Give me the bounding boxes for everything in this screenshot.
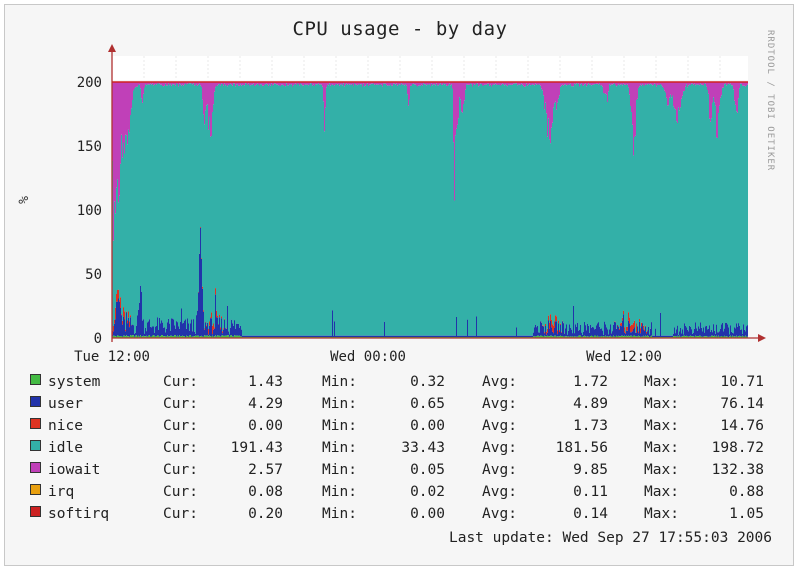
y-tick-label: 100 — [77, 203, 102, 219]
legend-min-value: 0.00 — [410, 506, 445, 522]
legend-avg-value: 0.11 — [573, 484, 608, 500]
legend-min-label: Min: — [322, 462, 357, 478]
legend-cur-value: 2.57 — [248, 462, 283, 478]
legend-cur-value: 1.43 — [248, 374, 283, 390]
legend-min-label: Min: — [322, 396, 357, 412]
series-system-area — [112, 335, 748, 338]
legend-row-softirq: softirq Cur: 0.20 Min: 0.00 Avg: 0.14 Max: 1.05 — [30, 506, 775, 528]
y-axis-arrow — [108, 44, 116, 52]
legend-max-label: Max: — [644, 418, 679, 434]
legend-max-label: Max: — [644, 374, 679, 390]
legend-cur-label: Cur: — [163, 418, 198, 434]
y-tick-label: 200 — [77, 75, 102, 91]
legend-swatch — [30, 418, 41, 429]
legend-avg-label: Avg: — [482, 396, 517, 412]
legend-min-value: 0.02 — [410, 484, 445, 500]
legend-row-iowait: iowait Cur: 2.57 Min: 0.05 Avg: 9.85 Max: 132.38 — [30, 462, 775, 484]
legend-avg-value: 181.56 — [555, 440, 608, 456]
legend-max-value: 1.05 — [729, 506, 764, 522]
y-tick-label: 50 — [85, 267, 102, 283]
legend-avg-label: Avg: — [482, 506, 517, 522]
legend-swatch — [30, 462, 41, 473]
legend-row-user: user Cur: 4.29 Min: 0.65 Avg: 4.89 Max: 76.14 — [30, 396, 775, 418]
legend-row-irq: irq Cur: 0.08 Min: 0.02 Avg: 0.11 Max: 0.88 — [30, 484, 775, 506]
legend-cur-label: Cur: — [163, 462, 198, 478]
series-idle-area — [112, 83, 748, 336]
legend-avg-label: Avg: — [482, 374, 517, 390]
legend-row-idle: idle Cur: 191.43 Min: 33.43 Avg: 181.56 Max: 198… — [30, 440, 775, 462]
legend-cur-value: 191.43 — [230, 440, 283, 456]
legend-avg-label: Avg: — [482, 418, 517, 434]
legend-max-label: Max: — [644, 396, 679, 412]
y-axis-label: % — [17, 196, 32, 204]
legend-cur-value: 0.00 — [248, 418, 283, 434]
legend-cur-label: Cur: — [163, 440, 198, 456]
y-tick-label: 0 — [94, 331, 102, 347]
legend-cur-label: Cur: — [163, 396, 198, 412]
series-user-area — [112, 227, 748, 337]
legend-min-value: 0.00 — [410, 418, 445, 434]
legend-min-label: Min: — [322, 440, 357, 456]
legend-series-name: nice — [48, 418, 83, 434]
legend-series-name: user — [48, 396, 83, 412]
legend-series-name: system — [48, 374, 101, 390]
legend-cur-value: 0.20 — [248, 506, 283, 522]
legend-max-value: 76.14 — [720, 396, 764, 412]
x-tick-label: Wed 12:00 — [586, 349, 662, 365]
legend-swatch — [30, 396, 41, 407]
legend-max-value: 10.71 — [720, 374, 764, 390]
legend-row-nice: nice Cur: 0.00 Min: 0.00 Avg: 1.73 Max: 14.76 — [30, 418, 775, 440]
legend-min-label: Min: — [322, 506, 357, 522]
legend-cur-label: Cur: — [163, 484, 198, 500]
legend-min-value: 33.43 — [401, 440, 445, 456]
legend-cur-value: 0.08 — [248, 484, 283, 500]
legend-max-value: 0.88 — [729, 484, 764, 500]
legend-avg-value: 1.72 — [573, 374, 608, 390]
legend-series-name: iowait — [48, 462, 101, 478]
legend-max-value: 14.76 — [720, 418, 764, 434]
legend-min-value: 0.05 — [410, 462, 445, 478]
legend-swatch — [30, 440, 41, 451]
legend-swatch — [30, 374, 41, 385]
x-axis-arrow — [758, 334, 766, 342]
legend-avg-label: Avg: — [482, 484, 517, 500]
legend-max-label: Max: — [644, 440, 679, 456]
last-update: Last update: Wed Sep 27 17:55:03 2006 — [448, 530, 772, 546]
legend-series-name: irq — [48, 484, 75, 500]
legend-max-value: 132.38 — [711, 462, 764, 478]
legend-avg-value: 1.73 — [573, 418, 608, 434]
legend-avg-label: Avg: — [482, 462, 517, 478]
legend-series-name: softirq — [48, 506, 110, 522]
legend-avg-value: 4.89 — [573, 396, 608, 412]
legend-swatch — [30, 506, 41, 517]
rrdtool-watermark: RRDTOOL / TOBI OETIKER — [765, 30, 775, 172]
legend-max-label: Max: — [644, 484, 679, 500]
legend-min-value: 0.65 — [410, 396, 445, 412]
legend-max-value: 198.72 — [711, 440, 764, 456]
legend-series-name: idle — [48, 440, 83, 456]
legend-avg-label: Avg: — [482, 440, 517, 456]
x-tick-label: Tue 12:00 — [74, 349, 150, 365]
legend-min-label: Min: — [322, 484, 357, 500]
legend-min-value: 0.32 — [410, 374, 445, 390]
legend-cur-label: Cur: — [163, 506, 198, 522]
legend-min-label: Min: — [322, 418, 357, 434]
legend-avg-value: 9.85 — [573, 462, 608, 478]
legend-max-label: Max: — [644, 462, 679, 478]
legend-row-system: system Cur: 1.43 Min: 0.32 Avg: 1.72 Max: 10.71 — [30, 374, 775, 396]
legend-swatch — [30, 484, 41, 495]
x-tick-label: Wed 00:00 — [330, 349, 406, 365]
y-tick-label: 150 — [77, 139, 102, 155]
headroom-band — [112, 56, 748, 80]
legend-max-label: Max: — [644, 506, 679, 522]
legend-cur-value: 4.29 — [248, 396, 283, 412]
legend-min-label: Min: — [322, 374, 357, 390]
chart-title: CPU usage - by day — [292, 18, 508, 40]
legend-avg-value: 0.14 — [573, 506, 608, 522]
legend-cur-label: Cur: — [163, 374, 198, 390]
